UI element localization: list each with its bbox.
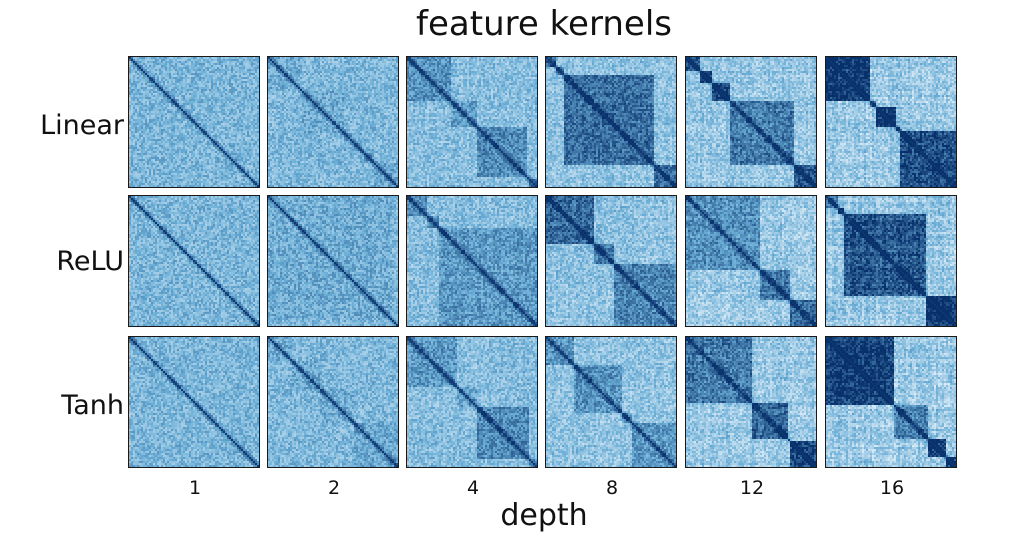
heatmap-panel-relu-depth-4: [406, 195, 538, 327]
column-label-depth-8: 8: [605, 477, 619, 499]
column-label-depth-1: 1: [188, 477, 202, 499]
column-label-depth-2: 2: [327, 477, 341, 499]
heatmap-panel-linear-depth-16: [825, 56, 957, 188]
heatmap-panel-tanh-depth-1: [128, 336, 260, 468]
heatmap-panel-tanh-depth-12: [685, 336, 817, 468]
heatmap-panel-relu-depth-16: [825, 195, 957, 327]
heatmap-panel-linear-depth-8: [545, 56, 677, 188]
heatmap-panel-tanh-depth-2: [267, 336, 399, 468]
heatmap-panel-linear-depth-2: [267, 56, 399, 188]
column-label-depth-16: 16: [879, 477, 905, 499]
heatmap-panel-linear-depth-4: [406, 56, 538, 188]
column-label-depth-4: 4: [466, 477, 480, 499]
heatmap-panel-relu-depth-2: [267, 195, 399, 327]
heatmap-panel-relu-depth-1: [128, 195, 260, 327]
row-label-relu: ReLU: [56, 246, 124, 277]
heatmap-panel-tanh-depth-16: [825, 336, 957, 468]
x-axis-label: depth: [500, 498, 588, 533]
heatmap-panel-tanh-depth-8: [545, 336, 677, 468]
heatmap-panel-linear-depth-1: [128, 56, 260, 188]
column-label-depth-12: 12: [739, 477, 765, 499]
heatmap-panel-relu-depth-12: [685, 195, 817, 327]
heatmap-panel-tanh-depth-4: [406, 336, 538, 468]
heatmap-panel-linear-depth-12: [685, 56, 817, 188]
row-label-linear: Linear: [40, 110, 124, 141]
row-label-tanh: Tanh: [61, 390, 124, 421]
heatmap-panel-relu-depth-8: [545, 195, 677, 327]
chart-title: feature kernels: [416, 4, 672, 44]
